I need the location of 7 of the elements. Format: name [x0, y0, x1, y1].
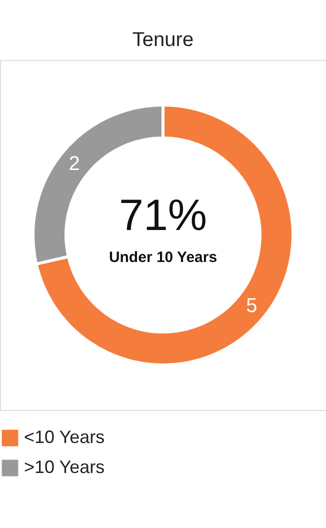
- legend-label: >10 Years: [24, 457, 105, 477]
- chart-title: Tenure: [132, 29, 194, 51]
- legend-label: <10 Years: [24, 427, 105, 447]
- text: Under 10 Years: [108, 249, 218, 266]
- data-label: 2: [68, 153, 80, 176]
- data-label: 5: [246, 294, 258, 317]
- text: 71%: [118, 191, 208, 240]
